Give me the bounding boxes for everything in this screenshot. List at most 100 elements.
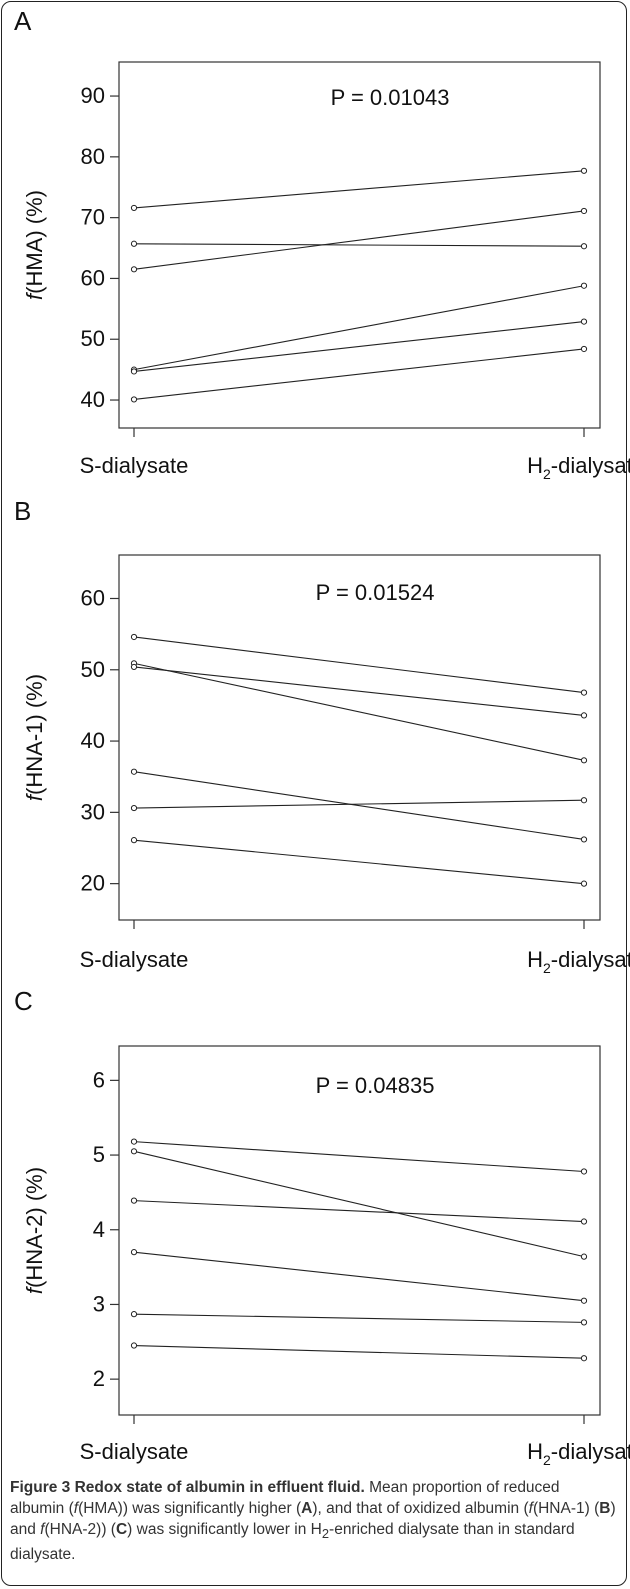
panel-b-xlabel-right: H2-dialysate	[527, 947, 630, 976]
panel-b-xlabel-left: S-dialysate	[80, 947, 189, 972]
panel-b-series-1-point-right	[580, 689, 588, 696]
panel-c-series-2-line	[133, 1150, 585, 1258]
panel-b-annotation: P = 0.01524	[316, 580, 435, 605]
panel-a-series-6-point-left	[130, 396, 138, 403]
panel-b-ytick-label: 60	[81, 585, 105, 610]
panel-a-series-2-point-left	[130, 240, 138, 247]
panel-c-plot-box	[118, 1045, 601, 1416]
caption-text-3: ), and that of oxidized albumin (	[312, 1500, 529, 1517]
panel-c-series-3-point-left	[130, 1197, 138, 1204]
panel-b-series-2-line	[133, 662, 585, 761]
panel-a-xlabel-right: H2-dialysate	[527, 453, 630, 482]
panel-a-series-5-line	[133, 321, 585, 373]
panel-a-series-1-line	[133, 170, 585, 209]
panel-c-xlabel-left: S-dialysate	[80, 1439, 189, 1464]
panel-a-series-5-point-left	[130, 368, 138, 375]
panel-a-annotation: P = 0.01043	[331, 85, 450, 110]
panel-c-ytick-label: 5	[93, 1142, 105, 1167]
panel-c-series-4-point-left	[130, 1249, 138, 1256]
panel-b-series-3-point-right	[580, 712, 588, 719]
figure-caption: Figure 3 Redox state of albumin in efflu…	[10, 1477, 618, 1565]
panel-b-series-4-line	[133, 771, 585, 840]
caption-text-7: ) was significantly lower in H	[127, 1521, 322, 1538]
figure-charts: A 40 50 60 70 80 90 S-dialysate H2-dialysate f(HM…	[14, 6, 630, 1468]
panel-c-series-4-point-right	[580, 1297, 588, 1304]
panel-b-series-6-line	[133, 839, 585, 885]
panel-b-series-6-point-left	[130, 837, 138, 844]
panel-a-ylabel: f(HMA) (%)	[22, 190, 47, 300]
caption-text-2: (HMA)) was significantly higher (	[78, 1500, 302, 1517]
panel-c-ylabel: f(HNA-2) (%)	[22, 1167, 47, 1294]
caption-italic-f-3: f	[40, 1521, 45, 1538]
caption-figure-label: Figure 3 Redox state of albumin in efflu…	[10, 1479, 365, 1496]
panel-c-xlabel-right: H2-dialysate	[527, 1439, 630, 1468]
panel-c-series-6-point-left	[130, 1342, 138, 1349]
panel-c-series-6-line	[133, 1344, 585, 1359]
panel-c-series-3-point-right	[580, 1218, 588, 1225]
panel-c-ytick-label: 4	[93, 1217, 105, 1242]
panel-a-ytick-label: 90	[81, 83, 105, 108]
panel-b-series-3-point-left	[130, 663, 138, 671]
caption-subscript-2: 2	[321, 1526, 330, 1542]
panel-b-series-1-point-left	[130, 633, 138, 641]
caption-italic-f-2: f	[528, 1500, 533, 1517]
panel-b-ytick-label: 40	[81, 728, 105, 753]
panel-b-series-4-point-right	[580, 836, 588, 843]
panel-b-plot-box	[118, 554, 601, 921]
panel-b-series-4-point-left	[130, 768, 138, 775]
caption-bold-a: A	[301, 1500, 313, 1517]
panel-a-series-2-line	[133, 243, 585, 247]
caption-text-8: -enriched dialysate than in standard dia…	[10, 1521, 575, 1564]
panel-c-series-1-line	[133, 1141, 585, 1173]
panel-b-series-5-line	[133, 799, 585, 809]
panel-a-series-3-point-right	[580, 207, 588, 215]
panel-a-ytick-label: 70	[81, 205, 105, 230]
panel-b-ylabel: f(HNA-1) (%)	[22, 674, 47, 801]
panel-b-series-3-line	[133, 666, 585, 716]
panel-a-series-2-point-right	[580, 243, 588, 250]
panel-c-series-1-point-right	[580, 1168, 588, 1175]
panel-c-series-6-point-right	[580, 1355, 588, 1362]
panel-c-series-2-point-right	[580, 1253, 588, 1260]
panel-a-series-5-point-right	[580, 318, 588, 325]
panel-a-series-4-line	[133, 285, 585, 371]
panel-c-series-5-point-left	[130, 1311, 138, 1318]
panel-b-ytick-label: 50	[81, 657, 105, 682]
caption-text-4: (HNA-1) (	[532, 1500, 600, 1517]
caption-bold-b: B	[599, 1500, 611, 1517]
caption-text-1: Mean proportion of reduced albumin (	[10, 1479, 560, 1517]
panel-a-ytick-label: 80	[81, 144, 105, 169]
panel-c-ytick-label: 6	[93, 1067, 105, 1092]
panel-a-series-1-point-left	[130, 204, 138, 212]
panel-a-plot-box	[118, 61, 601, 429]
caption-text-5: ) and	[10, 1500, 616, 1538]
panel-c-ytick-label: 3	[93, 1291, 105, 1316]
panel-a-series-1-point-right	[580, 167, 588, 174]
panel-c-ytick-label: 2	[93, 1366, 105, 1391]
panel-a-series-6-line	[133, 348, 585, 400]
caption-text-6: (HNA-2)) (	[44, 1521, 116, 1538]
panel-a-label: A	[14, 6, 32, 36]
panel-c-series-5-line	[133, 1313, 585, 1323]
panel-a-series-4-point-right	[580, 282, 588, 289]
panel-a-series-3-line	[133, 210, 585, 270]
panel-c-series-3-line	[133, 1200, 585, 1223]
panel-b-series-2-point-right	[580, 757, 588, 764]
caption-bold-c: C	[115, 1521, 128, 1538]
panel-a-series-6-point-right	[580, 345, 588, 353]
panel-b-series-1-line	[133, 636, 585, 694]
panel-c-series-1-point-left	[130, 1138, 138, 1145]
panel-c-annotation: P = 0.04835	[316, 1073, 435, 1098]
caption-italic-f-1: f	[73, 1500, 79, 1517]
panel-b-ytick-label: 30	[81, 799, 105, 824]
panel-b-series-5-point-left	[130, 804, 138, 812]
panel-a-ytick-label: 50	[81, 326, 105, 351]
panel-a-series-3-point-left	[130, 266, 138, 273]
panel-c-label: C	[14, 986, 33, 1016]
panel-a-ytick-label: 60	[81, 265, 105, 290]
panel-b-series-6-point-right	[580, 880, 588, 887]
panel-a-xlabel-left: S-dialysate	[80, 453, 189, 478]
panel-c-series-5-point-right	[580, 1319, 588, 1326]
panel-b-series-5-point-right	[580, 797, 588, 804]
